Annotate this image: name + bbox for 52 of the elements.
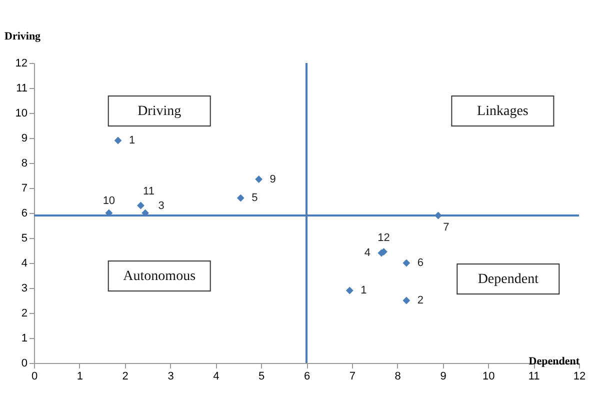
- x-axis-title: Dependent: [528, 356, 580, 368]
- y-tick-label: 9: [21, 132, 28, 144]
- text: 11: [143, 186, 154, 198]
- text: 1: [360, 284, 367, 296]
- text: 7: [443, 222, 450, 234]
- x-tick-label: 10: [482, 370, 495, 382]
- y-tick-label: 11: [16, 82, 28, 94]
- annotation: Linkages: [477, 104, 528, 119]
- x-tick-label: 7: [349, 370, 356, 382]
- text: 4: [364, 247, 370, 259]
- y-tick-label: 1: [21, 332, 28, 344]
- point: [255, 176, 263, 183]
- text: 9: [270, 173, 276, 186]
- x-tick-label: 5: [258, 370, 265, 382]
- text: 3: [158, 200, 164, 212]
- point: [434, 212, 442, 220]
- point: [402, 296, 410, 304]
- text: 10: [102, 195, 116, 207]
- x-tick-label: 2: [122, 370, 128, 382]
- y-tick-label: 3: [21, 282, 28, 294]
- y-tick-label: 5: [21, 232, 28, 244]
- x-tick-label: 6: [304, 370, 310, 382]
- y-tick-label: 4: [21, 258, 28, 270]
- y-tick-label: 6: [21, 208, 28, 220]
- annotation: Driving: [138, 104, 182, 119]
- x-tick-label: 12: [573, 370, 586, 382]
- y-tick-label: 7: [21, 182, 28, 194]
- x-tick-label: 4: [213, 370, 220, 382]
- y-tick-label: 12: [15, 58, 28, 70]
- x-tick-label: 0: [31, 370, 38, 382]
- x-tick-label: 1: [76, 370, 83, 382]
- annotation: Autonomous: [123, 269, 196, 284]
- y-tick-label: 8: [21, 158, 28, 170]
- y-axis-title: Driving: [4, 30, 42, 42]
- text: 12: [378, 232, 390, 244]
- point: [402, 259, 410, 267]
- point: [236, 194, 244, 202]
- annotation: Dependent: [478, 272, 539, 287]
- y-tick-label: 10: [15, 108, 28, 120]
- x-tick-label: 11: [528, 370, 540, 382]
- y-tick-label: 0: [21, 358, 28, 370]
- x-tick-label: 3: [168, 370, 174, 382]
- point: [346, 286, 354, 294]
- x-tick-label: 8: [394, 370, 401, 382]
- text: 5: [252, 192, 258, 204]
- point: [114, 136, 122, 144]
- text: 6: [417, 257, 424, 269]
- text: 1: [128, 134, 136, 146]
- y-tick-label: 2: [21, 308, 28, 320]
- text: 2: [417, 294, 424, 306]
- point: [105, 209, 113, 217]
- x-tick-label: 9: [440, 370, 446, 382]
